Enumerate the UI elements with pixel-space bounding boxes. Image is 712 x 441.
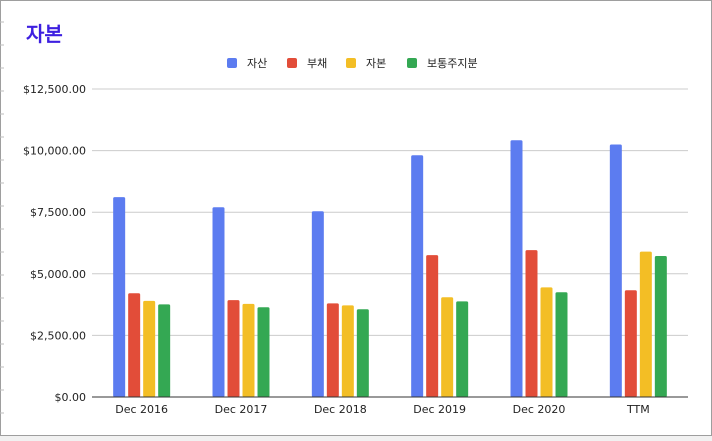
legend: 자산 부채 자본 보통주지분 [227, 57, 478, 70]
legend-label: 자산 [247, 57, 267, 70]
legend-label: 부채 [307, 57, 327, 70]
chart-title: 자본 [26, 22, 63, 46]
legend-swatch [227, 58, 237, 68]
legend-label: 보통주지분 [427, 57, 478, 70]
legend-swatch [407, 58, 417, 68]
legend-swatch [346, 58, 356, 68]
legend-swatch [287, 58, 297, 68]
bottom-strip [0, 436, 712, 441]
left-edge-marks [0, 21, 4, 414]
legend-label: 자본 [366, 57, 386, 70]
